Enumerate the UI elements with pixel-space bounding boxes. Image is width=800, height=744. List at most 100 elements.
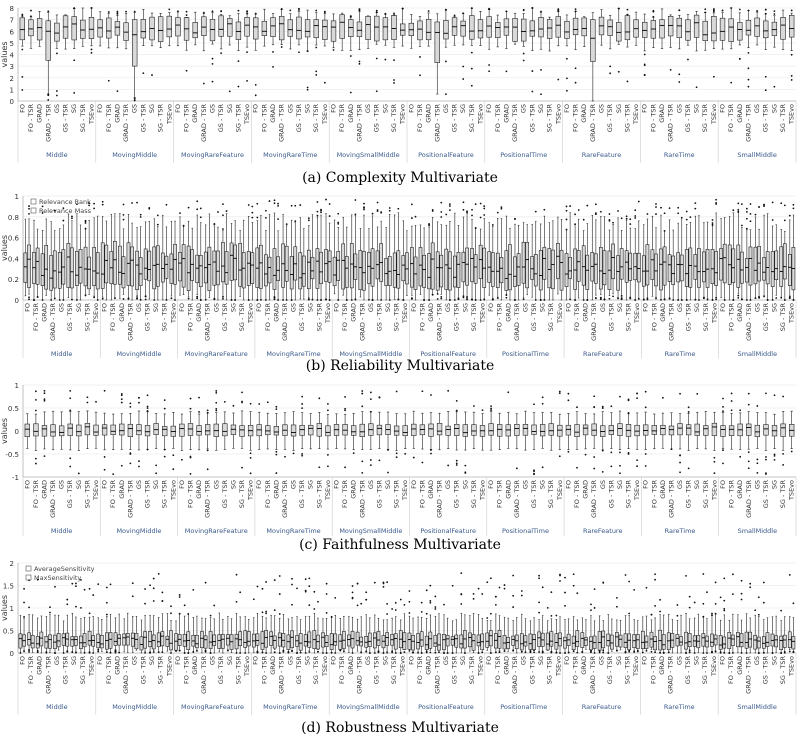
outlier-point (610, 451, 613, 454)
box-body (770, 251, 775, 287)
x-tick-label: TSEvo (633, 303, 641, 324)
legend-entry: Relevance Rank (39, 198, 91, 206)
box (594, 203, 598, 300)
outlier-point (146, 448, 149, 451)
x-tick-label: TSEvo (556, 303, 564, 324)
box-body (728, 425, 735, 436)
outlier-point (790, 79, 793, 81)
box (308, 413, 314, 450)
box-body (702, 251, 706, 283)
box-body (364, 636, 369, 648)
x-tick-label: SG (461, 303, 469, 312)
outlier-point (41, 212, 44, 214)
box (110, 413, 116, 476)
box-body (125, 633, 130, 646)
box (162, 399, 168, 458)
box (576, 209, 581, 299)
outlier-point (28, 606, 30, 609)
complexity-caption: (a) Complexity Multivariate (302, 170, 498, 186)
x-tick-label: SG (152, 303, 160, 312)
box (267, 200, 272, 301)
box (478, 202, 483, 301)
outlier-point (586, 204, 589, 207)
x-tick-label: FO - TSR (649, 104, 657, 132)
x-tick-label: TSEvo (243, 656, 251, 677)
box-body (166, 15, 172, 38)
box (748, 203, 753, 301)
box-body (152, 246, 157, 290)
box-body (238, 243, 242, 287)
box (451, 14, 458, 46)
outlier-point (646, 297, 649, 300)
outlier-point (101, 297, 104, 300)
outlier-point (315, 74, 318, 76)
box (443, 8, 449, 96)
x-tick-label: GS (599, 480, 607, 489)
outlier-point (394, 601, 397, 604)
outlier-point (541, 396, 544, 399)
box (221, 619, 225, 654)
outlier-point (47, 10, 50, 13)
outlier-point (440, 211, 443, 213)
outlier-point (294, 220, 297, 223)
outlier-point (790, 53, 793, 56)
outlier-point (363, 202, 365, 205)
outlier-point (177, 10, 179, 13)
outlier-point (514, 218, 516, 221)
box (367, 228, 371, 301)
box (70, 215, 74, 301)
box-body (522, 424, 529, 436)
outlier-point (712, 8, 715, 10)
outlier-point (745, 207, 748, 210)
box (74, 582, 78, 654)
box-body (439, 254, 444, 288)
outlier-point (138, 460, 140, 463)
outlier-point (782, 453, 785, 455)
box (27, 579, 31, 653)
x-tick-label: SG (226, 104, 234, 113)
box (599, 210, 603, 301)
outlier-point (557, 78, 560, 81)
outlier-point (715, 198, 718, 201)
x-tick-label: GS (209, 656, 217, 665)
x-tick-label: SG - TSR (315, 303, 323, 332)
outlier-point (127, 298, 130, 300)
box (470, 208, 474, 301)
outlier-point (261, 651, 264, 654)
box-body (264, 630, 268, 648)
outlier-point (318, 397, 321, 400)
box-body (52, 250, 57, 289)
outlier-point (222, 228, 224, 230)
outlier-point (574, 10, 577, 13)
outlier-point (593, 405, 596, 408)
outlier-point (247, 299, 250, 301)
box (514, 413, 520, 470)
outlier-point (412, 456, 415, 459)
box-body (130, 246, 134, 287)
box (67, 389, 73, 468)
outlier-point (627, 399, 630, 402)
box-body (139, 636, 144, 651)
box (229, 223, 234, 301)
box (774, 224, 779, 299)
x-tick-label: GS - TSR (451, 656, 459, 685)
outlier-point (292, 452, 295, 455)
outlier-point (323, 11, 326, 14)
box (628, 218, 633, 300)
x-tick-label: FO (407, 656, 415, 665)
x-tick-label: SG - TSR (547, 480, 555, 509)
outlier-point (217, 211, 219, 213)
box-body (76, 424, 82, 437)
box (641, 224, 646, 301)
outlier-point (144, 298, 147, 301)
outlier-point (322, 652, 324, 654)
outlier-point (594, 203, 597, 206)
outlier-point (315, 9, 318, 12)
outlier-point (434, 651, 437, 654)
box-body (468, 632, 472, 648)
outlier-point (747, 403, 750, 406)
box (132, 10, 138, 102)
box (344, 226, 349, 301)
box-body (445, 425, 451, 436)
box (203, 224, 208, 301)
